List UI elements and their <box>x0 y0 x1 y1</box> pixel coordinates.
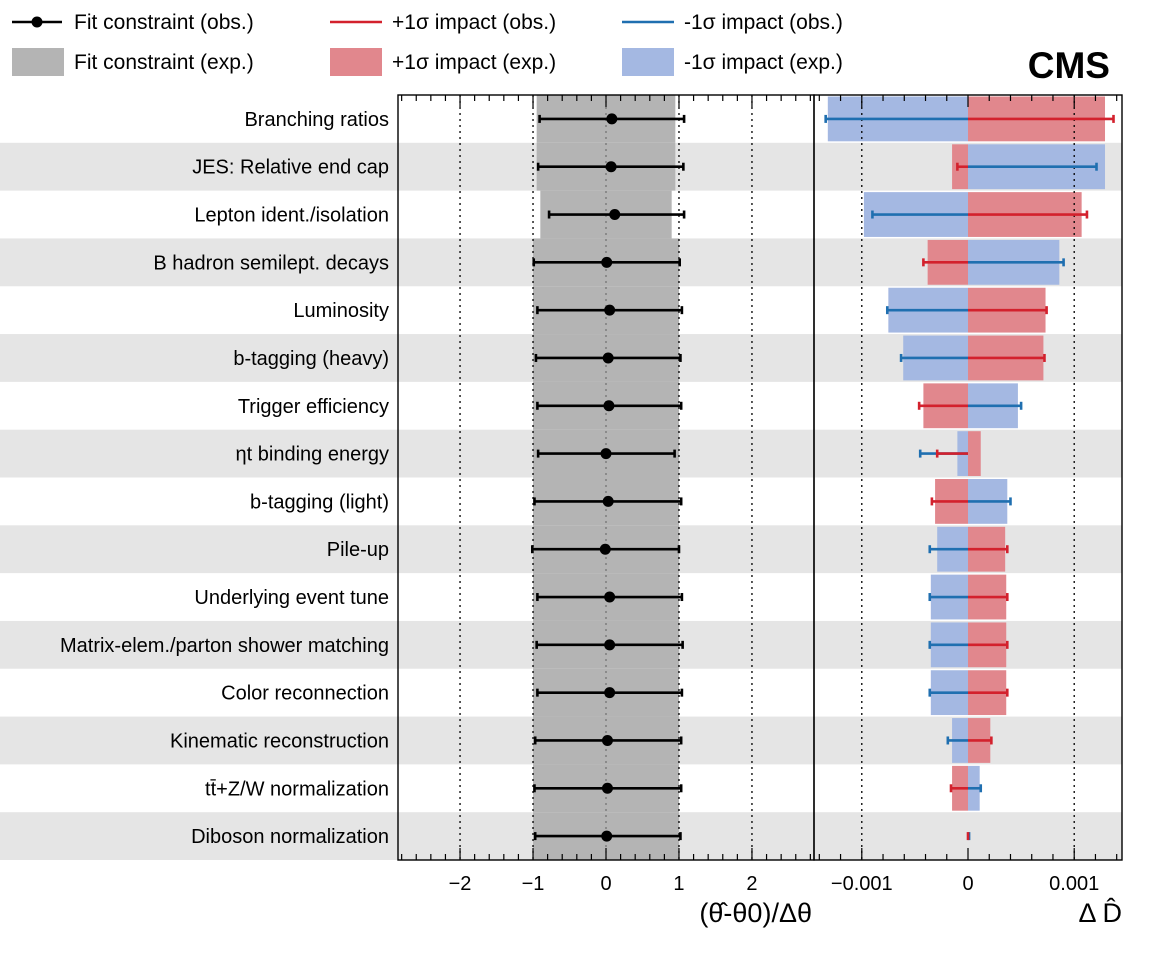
parameter-label: b-tagging (heavy) <box>233 348 389 370</box>
legend-label: Fit constraint (obs.) <box>74 11 254 34</box>
x-tick-label: −1 <box>522 873 545 895</box>
parameter-label: JES: Relative end cap <box>192 157 389 179</box>
x-tick-label: 1 <box>673 873 684 895</box>
obs-point <box>602 495 614 507</box>
obs-point <box>604 591 616 603</box>
experiment-label: CMS <box>1028 45 1110 86</box>
parameter-label: Underlying event tune <box>194 587 389 609</box>
legend-box <box>330 48 382 76</box>
parameter-label: Luminosity <box>293 300 389 322</box>
obs-point <box>604 304 616 316</box>
parameter-label: tt̄+Z/W normalization <box>205 778 389 800</box>
parameter-label: Pile-up <box>327 539 389 561</box>
obs-point <box>601 256 613 268</box>
parameter-label: Branching ratios <box>244 109 389 131</box>
legend: Fit constraint (obs.) +1σ impact (obs.) -1… <box>12 11 843 76</box>
legend-box <box>622 48 674 76</box>
legend-label: +1σ impact (exp.) <box>392 51 556 74</box>
x-tick-label: 0 <box>962 873 973 895</box>
parameter-label: ηt binding energy <box>236 444 389 466</box>
legend-label: Fit constraint (exp.) <box>74 51 254 74</box>
obs-point <box>603 400 615 412</box>
parameter-label: Color reconnection <box>221 683 389 705</box>
constraint-panel: −2 −1 0 1 2 <box>397 94 815 895</box>
parameter-label: b-tagging (light) <box>250 491 389 513</box>
parameter-label: Lepton ident./isolation <box>194 205 389 227</box>
right-axis-title: Δ D̂ <box>1078 898 1122 928</box>
parameter-label: Kinematic reconstruction <box>170 730 389 752</box>
parameter-label: Trigger efficiency <box>238 396 389 418</box>
impact-panel: −0.001 0 0.001 <box>813 94 1123 895</box>
x-tick-label: 2 <box>746 873 757 895</box>
obs-point <box>601 830 613 842</box>
x-tick-label: 0 <box>600 873 611 895</box>
parameter-label: Matrix-elem./parton shower matching <box>60 635 389 657</box>
legend-label: -1σ impact (obs.) <box>684 11 843 34</box>
obs-point <box>599 543 611 555</box>
obs-point <box>609 209 621 221</box>
obs-point <box>601 734 613 746</box>
obs-point <box>604 639 616 651</box>
left-axis-title: (θ̂-θ0)/Δθ <box>699 898 812 928</box>
obs-point <box>600 448 612 460</box>
obs-point <box>605 161 617 173</box>
plus-expected-bar <box>968 431 981 476</box>
obs-point <box>601 782 613 794</box>
parameter-label: B hadron semilept. decays <box>153 252 389 274</box>
x-tick-label: −2 <box>449 873 472 895</box>
obs-point <box>602 352 614 364</box>
parameter-label: Diboson normalization <box>191 826 389 848</box>
x-tick-label: 0.001 <box>1049 873 1099 895</box>
legend-label: +1σ impact (obs.) <box>392 11 556 34</box>
legend-box <box>12 48 64 76</box>
obs-point <box>606 113 618 125</box>
obs-point <box>604 687 616 699</box>
legend-label: -1σ impact (exp.) <box>684 51 843 74</box>
parameter-labels: Branching ratios JES: Relative end cap Lep… <box>60 109 389 848</box>
legend-marker <box>31 16 43 28</box>
x-tick-label: −0.001 <box>831 873 893 895</box>
